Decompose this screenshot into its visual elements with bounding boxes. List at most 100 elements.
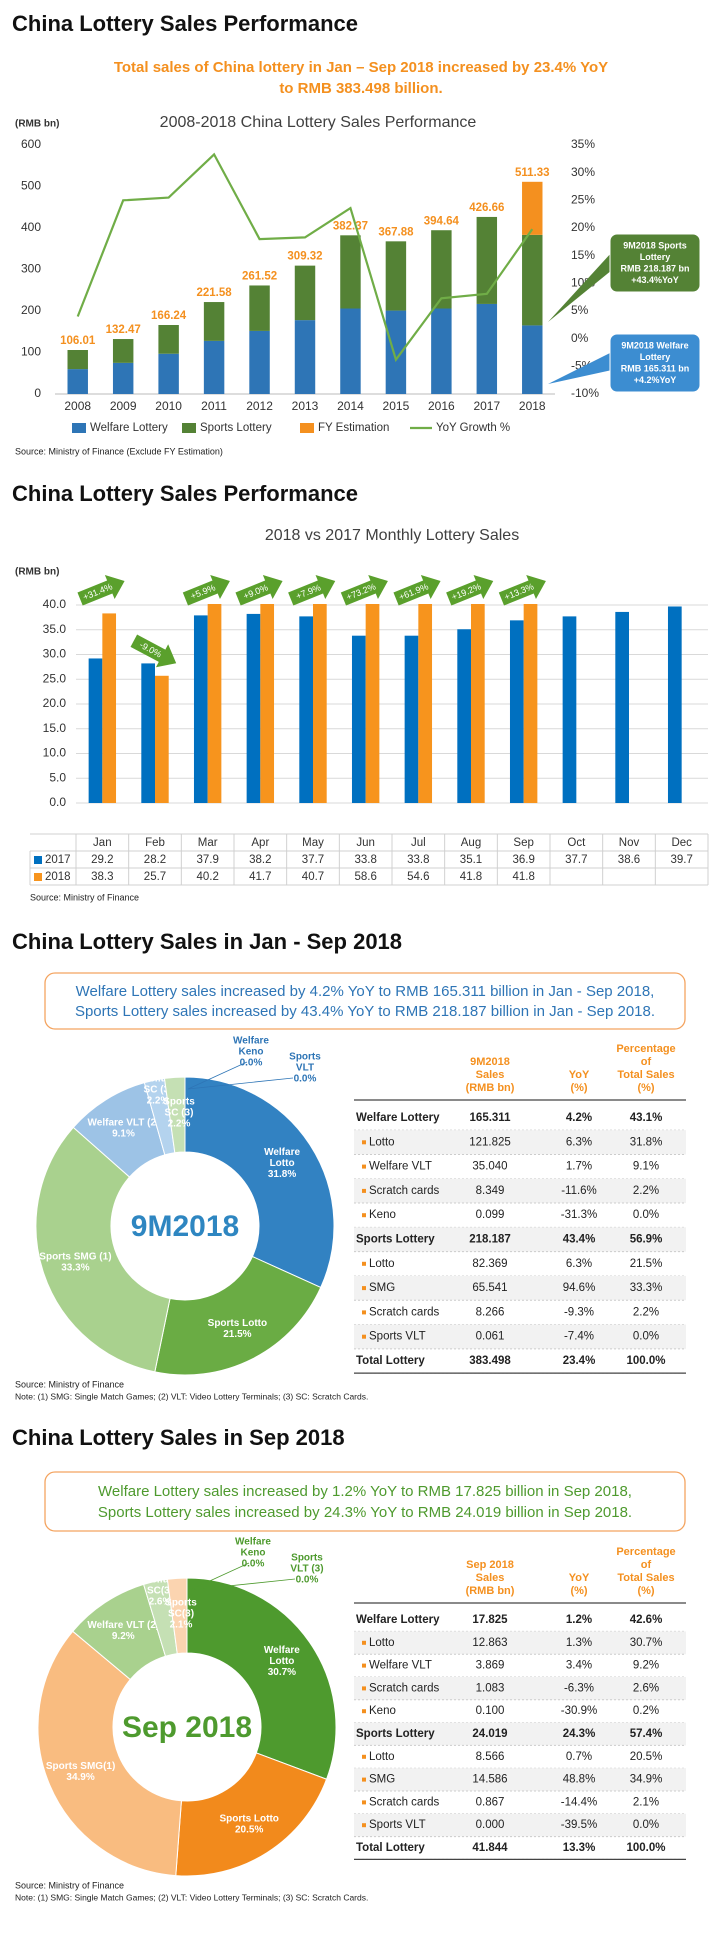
slice-value: 9.2%	[112, 1631, 135, 1642]
table-cell: 57.4%	[630, 1728, 663, 1740]
callout-text: +4.2%YoY	[634, 375, 677, 385]
bar-segment	[158, 353, 179, 394]
table-cell: -30.9%	[561, 1705, 597, 1717]
y2-tick-label: 20%	[571, 220, 595, 234]
table-cell: 0.0%	[633, 1819, 659, 1831]
table-value: 38.6	[618, 854, 640, 866]
table-cell: Keno	[369, 1705, 396, 1717]
table-cell: Welfare Lottery	[356, 1112, 440, 1124]
arrow-shape	[288, 574, 336, 606]
table-header: of	[641, 1056, 652, 1068]
table-value: 54.6	[407, 871, 429, 883]
table-cell: -31.3%	[561, 1209, 597, 1221]
x-tick-label: 2018	[519, 399, 546, 413]
x-tick-label: Aug	[461, 837, 481, 849]
table-cell: 24.019	[472, 1728, 507, 1740]
table-cell: 1.2%	[566, 1614, 592, 1626]
table-cell: 56.9%	[630, 1234, 663, 1246]
y-tick-label: 40.0	[43, 597, 67, 611]
slice-label: Welfare VLT (2)	[87, 1620, 159, 1631]
x-tick-label: 2013	[292, 399, 319, 413]
table-cell: 12.863	[472, 1637, 507, 1649]
bar-segment	[431, 230, 452, 309]
table-cell: 0.2%	[633, 1705, 659, 1717]
table-cell: 3.869	[476, 1660, 505, 1672]
bar-segment	[476, 303, 498, 394]
leader-line	[187, 1061, 248, 1090]
chart-title: 2018 vs 2017 Monthly Lottery Sales	[265, 527, 519, 544]
table-value: 38.3	[91, 871, 113, 883]
table-header: Percentage	[616, 1546, 675, 1558]
bar	[88, 658, 103, 803]
slice-label: VLT	[296, 1063, 314, 1074]
table-value: 39.7	[670, 854, 692, 866]
table-cell: Welfare Lottery	[356, 1614, 440, 1626]
x-tick-label: Mar	[198, 837, 218, 849]
bar	[246, 613, 261, 803]
arrow-shape	[235, 574, 283, 606]
table-value: 37.7	[302, 854, 324, 866]
table-value: 40.7	[302, 871, 324, 883]
table-cell: 34.9%	[630, 1774, 663, 1786]
table-cell: Scratch cards	[369, 1682, 440, 1694]
bar-segment	[340, 235, 361, 309]
table-cell: -11.6%	[561, 1185, 597, 1197]
bar	[404, 635, 419, 803]
legend-swatch	[34, 873, 42, 881]
subtitle: Total sales of China lottery in Jan – Se…	[114, 59, 608, 76]
table-header: (RMB bn)	[466, 1585, 515, 1597]
slice-label: Sports	[289, 1052, 321, 1063]
table-cell: Sports VLT	[369, 1331, 426, 1343]
donut-slice	[184, 1076, 335, 1289]
table-cell: 42.6%	[630, 1614, 663, 1626]
table-header: Sales	[476, 1572, 505, 1584]
y2-tick-label: 25%	[571, 193, 595, 207]
table-cell: 14.586	[472, 1774, 507, 1786]
callout-text: +43.4%YoY	[631, 275, 679, 285]
arrow-shape	[446, 574, 494, 606]
x-tick-label: Jun	[356, 837, 375, 849]
y2-tick-label: 30%	[571, 165, 595, 179]
y-tick-label: 25.0	[43, 671, 67, 685]
table-header: Sales	[476, 1069, 505, 1081]
table-header: (%)	[570, 1585, 587, 1597]
table-cell: 1.3%	[566, 1637, 592, 1649]
row-shade	[354, 1227, 686, 1252]
note: Note: (1) SMG: Single Match Games; (2) V…	[15, 1892, 368, 1902]
total-label: 132.47	[106, 324, 141, 336]
note: Note: (1) SMG: Single Match Games; (2) V…	[15, 1391, 368, 1401]
table-cell: Lotto	[369, 1751, 395, 1763]
slice-label: Welfare VLT (2)	[88, 1117, 160, 1128]
x-tick-label: Dec	[671, 837, 692, 849]
legend-label: Welfare Lottery	[90, 422, 168, 434]
slice-value: 0.0%	[294, 1074, 317, 1085]
x-tick-label: May	[302, 837, 324, 849]
table-cell: 2.1%	[633, 1796, 659, 1808]
arrow-shape	[77, 574, 125, 606]
table-header: Sep 2018	[466, 1559, 514, 1571]
callout-text: RMB 165.311 bn	[621, 363, 690, 373]
table-value: 40.2	[196, 871, 218, 883]
x-tick-label: Oct	[567, 837, 586, 849]
slice-label: SC (3)	[144, 1085, 173, 1096]
legend-swatch	[182, 423, 196, 433]
bar-segment	[340, 308, 361, 394]
table-cell: Welfare VLT	[369, 1660, 432, 1672]
table-cell: 65.541	[472, 1282, 507, 1294]
table-value: 29.2	[91, 854, 113, 866]
total-label: 309.32	[287, 251, 322, 263]
bar-segment	[522, 181, 543, 235]
bar	[260, 604, 275, 803]
table-cell: 6.3%	[566, 1136, 592, 1148]
summary: Welfare Lottery sales increased by 4.2% …	[76, 983, 655, 1000]
table-header: Total Sales	[617, 1069, 674, 1081]
slice-value: 33.3%	[61, 1263, 89, 1274]
donut-slice	[35, 1126, 171, 1373]
slice-label: Sports	[163, 1097, 195, 1108]
slice-label: Sports	[165, 1598, 197, 1609]
legend-label: Sports Lottery	[200, 422, 272, 434]
table-cell: 0.867	[476, 1796, 505, 1808]
slice-value: 9.1%	[112, 1128, 135, 1139]
row-shade	[354, 1275, 686, 1301]
y-tick-label: 20.0	[43, 696, 67, 710]
